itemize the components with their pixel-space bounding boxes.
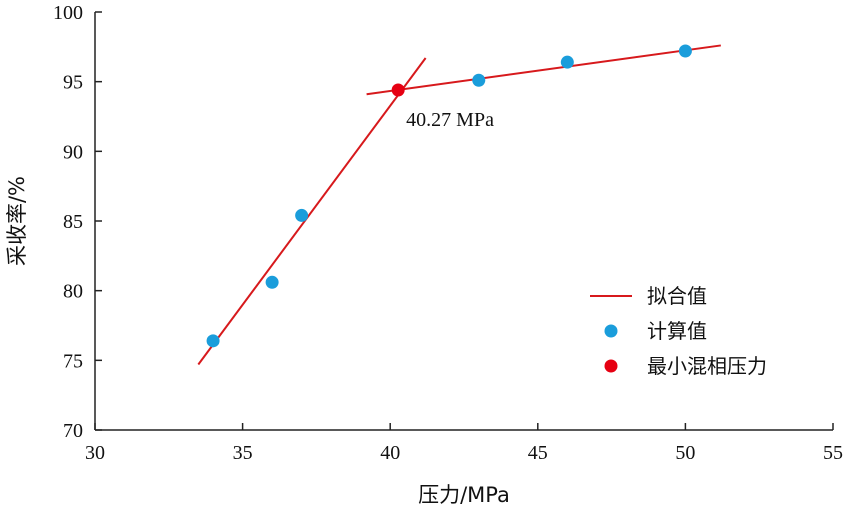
x-axis-title: 压力/MPa	[418, 483, 510, 507]
y-tick-label: 70	[63, 420, 83, 442]
y-tick-label: 75	[63, 350, 83, 372]
x-tick-label: 55	[823, 442, 843, 464]
y-tick-label: 95	[63, 72, 83, 94]
y-tick-label: 80	[63, 281, 83, 303]
y-tick-label: 90	[63, 141, 83, 163]
x-tick-label: 40	[380, 442, 400, 464]
y-axis-title: 采收率/%	[5, 176, 29, 266]
fit-line	[197, 57, 427, 366]
x-tick-label: 35	[233, 442, 253, 464]
legend-marker-swatch	[604, 324, 618, 338]
data-point	[560, 55, 574, 69]
data-point	[206, 334, 220, 348]
mmp-annotation: 40.27 MPa	[406, 109, 494, 131]
fit-lines	[197, 44, 721, 366]
annotations: 40.27 MPa	[406, 109, 494, 131]
mmp-point	[391, 83, 405, 97]
fit-line	[366, 44, 721, 96]
data-point	[678, 44, 692, 58]
legend-label: 最小混相压力	[647, 354, 767, 378]
data-point	[295, 208, 309, 222]
data-point	[265, 275, 279, 289]
data-point	[472, 73, 486, 87]
y-tick-label: 100	[53, 2, 83, 24]
legend-label: 计算值	[647, 319, 707, 343]
data-points	[206, 44, 692, 348]
x-tick-label: 50	[675, 442, 695, 464]
legend-marker-swatch	[604, 359, 618, 373]
legend-label: 拟合值	[647, 284, 707, 308]
y-tick-label: 85	[63, 211, 83, 233]
axes: 30 35 40 45 50 55 70 75 80 85 90 95 100	[53, 2, 843, 464]
x-tick-label: 45	[528, 442, 548, 464]
x-tick-label: 30	[85, 442, 105, 464]
